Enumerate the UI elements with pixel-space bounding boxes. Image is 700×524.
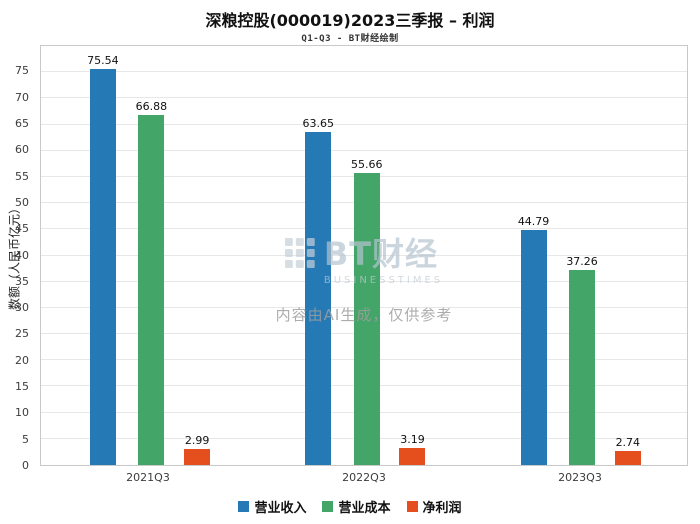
chart-legend: 营业收入 营业成本 净利润 [0, 497, 700, 516]
legend-swatch-icon [406, 501, 418, 512]
bar-slot: 2.99 [184, 46, 211, 465]
y-tick-label: 65 [15, 116, 29, 130]
y-tick-label: 55 [15, 169, 29, 183]
legend-swatch-icon [238, 501, 250, 512]
legend-swatch-icon [322, 501, 334, 512]
legend-label: 营业收入 [254, 501, 307, 516]
bar-slot: 66.88 [135, 46, 168, 465]
legend-label: 净利润 [422, 501, 462, 516]
bar-value-label: 66.88 [135, 99, 168, 113]
y-tick-label: 25 [15, 327, 29, 341]
x-tick-label-2021Q3: 2021Q3 [126, 471, 170, 484]
bar-slot: 3.19 [399, 46, 426, 465]
bar-营业收入-2021Q3 [89, 69, 116, 465]
bar-slot: 44.79 [517, 46, 550, 465]
bar-value-label: 2.99 [184, 434, 210, 448]
bar-净利润-2023Q3 [614, 450, 641, 465]
bar-slot: 75.54 [87, 46, 119, 465]
y-tick-label: 70 [15, 90, 29, 104]
bar-value-label: 3.19 [400, 433, 425, 447]
bar-value-label: 37.26 [566, 254, 598, 268]
bar-净利润-2021Q3 [184, 449, 211, 465]
bar-slot: 63.65 [302, 46, 334, 465]
gridline [41, 149, 687, 151]
bar-slot: 37.26 [566, 46, 598, 465]
bar-value-label: 44.79 [517, 215, 550, 229]
y-tick-label: 35 [15, 274, 29, 288]
bar-营业成本-2023Q3 [569, 269, 596, 465]
y-tick-label: 40 [15, 248, 29, 262]
chart-title: 深粮控股(000019)2023三季报 – 利润 [205, 11, 495, 30]
legend-item-营业收入: 营业收入 [238, 497, 306, 516]
y-tick-label: 10 [15, 406, 29, 420]
bar-value-label: 55.66 [350, 158, 383, 172]
y-tick-label: 30 [15, 301, 29, 315]
y-tick-label: 20 [15, 353, 29, 367]
x-tick-label-2023Q3: 2023Q3 [558, 471, 602, 484]
legend-item-净利润: 净利润 [406, 497, 462, 516]
bar-value-label: 63.65 [302, 116, 334, 130]
bar-group-2021Q3: 75.54 66.88 2.99 [41, 46, 256, 465]
bar-营业收入-2022Q3 [305, 131, 332, 465]
y-tick-label: 0 [22, 459, 29, 472]
bar-slot: 55.66 [350, 46, 383, 465]
gridline [41, 97, 687, 99]
bar-groups: 75.54 66.88 2.99 63.65 55.66 3.19 44.79 37.26 2.… [41, 46, 687, 465]
bar-value-label: 2.74 [615, 435, 641, 449]
gridline [41, 71, 687, 73]
bar-营业成本-2022Q3 [353, 173, 380, 465]
bar-slot: 2.74 [614, 46, 641, 465]
y-tick-label: 60 [15, 143, 29, 157]
x-axis-tick-labels: 2021Q3 2022Q3 2023Q3 [40, 471, 688, 484]
chart-subtitle: Q1-Q3 - BT财经绘制 [301, 34, 399, 44]
legend-label: 营业成本 [338, 501, 391, 516]
legend-item-营业成本: 营业成本 [322, 497, 391, 516]
bar-group-2023Q3: 44.79 37.26 2.74 [472, 46, 687, 465]
y-tick-label: 50 [15, 195, 29, 209]
gridline [41, 123, 687, 125]
x-tick-label-2022Q3: 2022Q3 [342, 471, 386, 484]
bar-营业成本-2021Q3 [138, 114, 165, 465]
plot-area: 75.54 66.88 2.99 63.65 55.66 3.19 44.79 37.26 2.… [40, 45, 688, 466]
y-tick-label: 45 [15, 222, 29, 236]
y-tick-label: 75 [15, 64, 29, 78]
y-tick-label: 15 [15, 380, 29, 394]
bar-营业收入-2023Q3 [520, 230, 547, 465]
bar-净利润-2022Q3 [399, 448, 426, 465]
bar-value-label: 75.54 [87, 54, 119, 68]
bar-group-2022Q3: 63.65 55.66 3.19 [256, 46, 471, 465]
y-tick-label: 5 [22, 432, 29, 446]
y-axis-tick-labels: 0 5 10 15 20 25 30 35 40 45 50 55 60 65 70 75 [0, 45, 36, 472]
